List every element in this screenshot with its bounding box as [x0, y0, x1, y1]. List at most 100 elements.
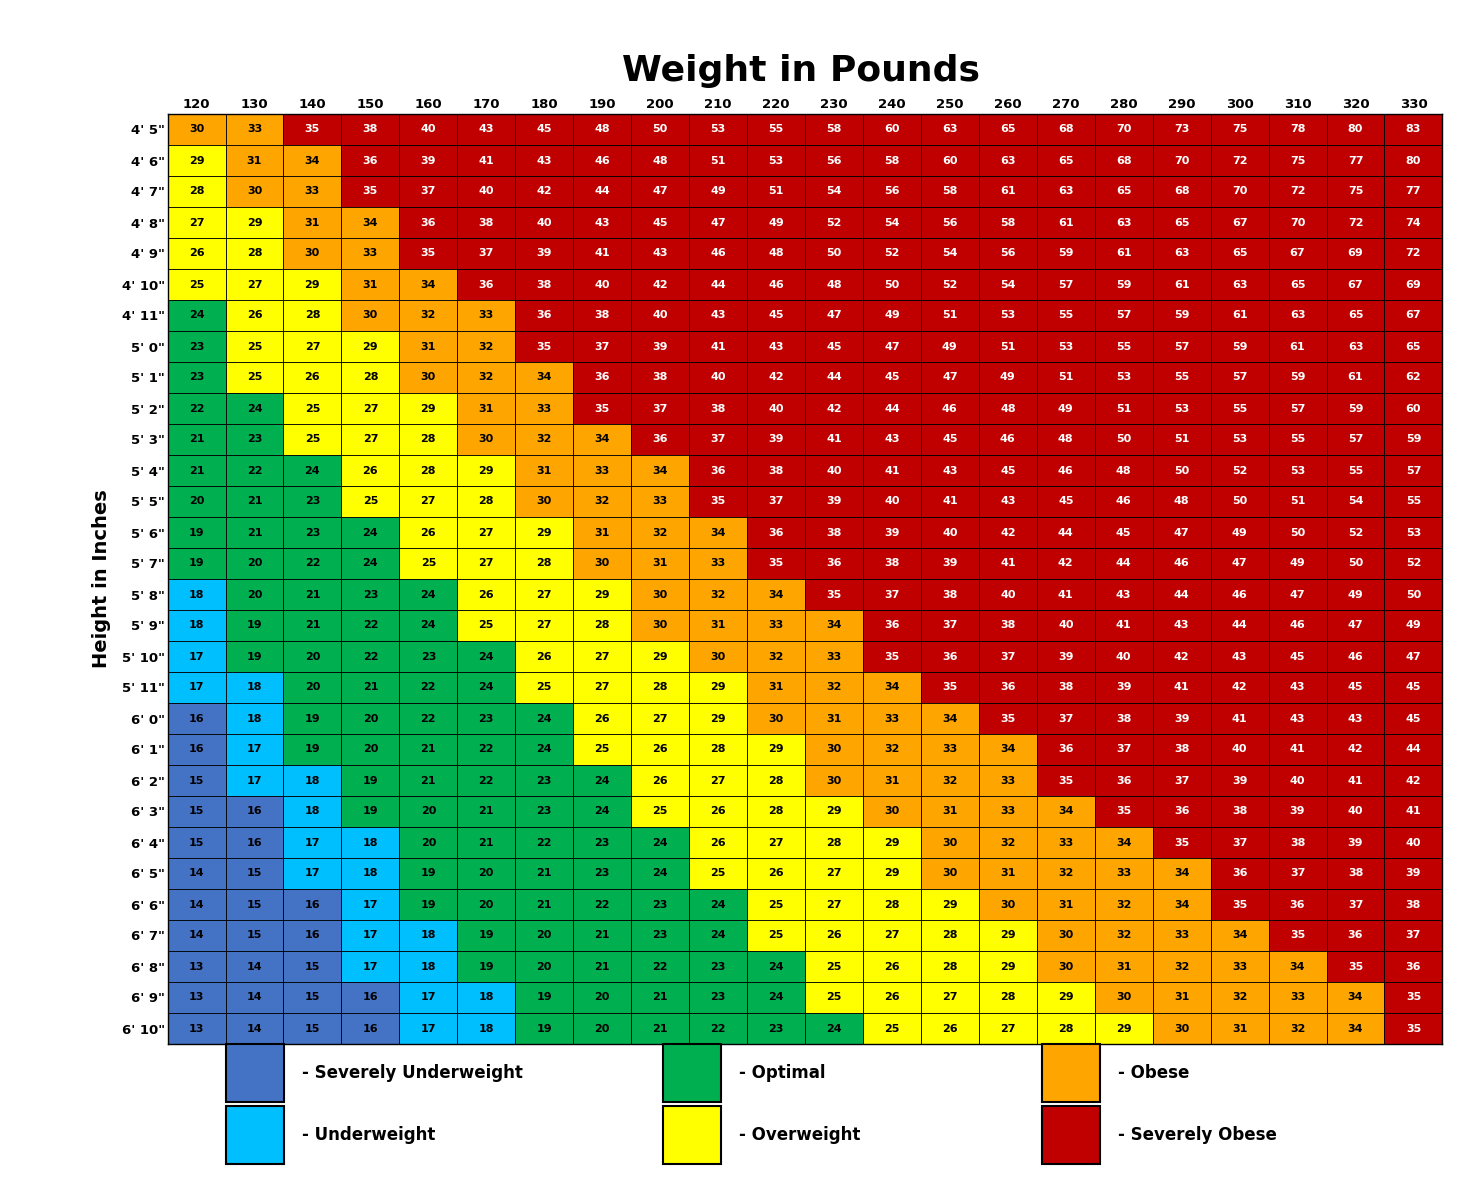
Bar — [284, 300, 341, 331]
Bar — [747, 486, 804, 517]
Bar — [573, 424, 631, 455]
Bar — [226, 486, 284, 517]
Text: 26: 26 — [363, 466, 379, 475]
Bar — [863, 1013, 921, 1044]
Text: 20: 20 — [363, 744, 377, 755]
Bar — [399, 734, 457, 766]
Text: 36: 36 — [478, 280, 494, 289]
Bar — [1152, 176, 1211, 206]
Text: 50: 50 — [1289, 528, 1305, 538]
Text: 31: 31 — [653, 558, 667, 569]
Bar — [1326, 766, 1384, 796]
Text: 20: 20 — [305, 683, 321, 692]
Text: 52: 52 — [1233, 466, 1247, 475]
Text: 34: 34 — [594, 434, 610, 444]
Text: 65: 65 — [1289, 280, 1305, 289]
Text: 22: 22 — [478, 775, 494, 786]
Bar — [1326, 889, 1384, 920]
Bar — [457, 176, 516, 206]
Text: 30: 30 — [536, 497, 552, 506]
Bar — [979, 703, 1037, 734]
Text: 22: 22 — [421, 683, 436, 692]
Bar — [341, 920, 399, 950]
Text: 18: 18 — [421, 930, 436, 941]
Bar — [1152, 1013, 1211, 1044]
Text: 54: 54 — [826, 186, 842, 197]
Bar — [516, 486, 573, 517]
Bar — [1094, 734, 1152, 766]
Text: 50: 50 — [1116, 434, 1131, 444]
Bar — [979, 114, 1037, 145]
Text: 34: 34 — [1174, 869, 1189, 878]
Bar — [1384, 920, 1442, 950]
Text: 38: 38 — [943, 589, 957, 600]
Bar — [284, 424, 341, 455]
Text: 50: 50 — [1174, 466, 1189, 475]
Bar — [1269, 672, 1326, 703]
Text: 24: 24 — [768, 992, 784, 1002]
Text: 33: 33 — [594, 466, 610, 475]
Text: 33: 33 — [1000, 806, 1016, 816]
Bar — [1211, 362, 1269, 392]
Text: 57: 57 — [1116, 311, 1132, 320]
Text: 30: 30 — [1000, 900, 1016, 910]
Text: 47: 47 — [653, 186, 667, 197]
Bar — [573, 796, 631, 827]
Bar — [1211, 796, 1269, 827]
Text: 80: 80 — [1406, 156, 1421, 166]
Bar — [399, 796, 457, 827]
Bar — [1269, 1013, 1326, 1044]
Text: 41: 41 — [1289, 744, 1305, 755]
Text: 19: 19 — [478, 930, 494, 941]
Text: 27: 27 — [246, 280, 262, 289]
Text: 27: 27 — [478, 528, 494, 538]
Bar — [399, 672, 457, 703]
Bar — [921, 114, 979, 145]
Text: 51: 51 — [1289, 497, 1305, 506]
Bar — [284, 206, 341, 238]
Bar — [921, 548, 979, 578]
Bar — [747, 114, 804, 145]
Bar — [284, 796, 341, 827]
Bar — [747, 424, 804, 455]
Text: 16: 16 — [363, 1024, 379, 1033]
Text: 45: 45 — [943, 434, 957, 444]
Text: 16: 16 — [305, 930, 321, 941]
Text: 29: 29 — [1058, 992, 1074, 1002]
Bar — [921, 950, 979, 982]
Text: 56: 56 — [1000, 248, 1016, 258]
Text: 35: 35 — [1116, 806, 1131, 816]
Text: 59: 59 — [1231, 342, 1247, 352]
Bar — [284, 734, 341, 766]
Text: 43: 43 — [884, 434, 899, 444]
Text: 59: 59 — [1348, 403, 1364, 414]
Text: 38: 38 — [594, 311, 610, 320]
Bar — [1037, 889, 1094, 920]
Bar — [1326, 578, 1384, 610]
Bar — [341, 610, 399, 641]
Bar — [979, 982, 1037, 1013]
Bar — [979, 455, 1037, 486]
Text: 25: 25 — [884, 1024, 899, 1033]
Bar — [631, 300, 689, 331]
Text: 63: 63 — [1058, 186, 1074, 197]
Text: 30: 30 — [1058, 930, 1074, 941]
Bar — [1211, 424, 1269, 455]
Text: 67: 67 — [1289, 248, 1305, 258]
Bar — [804, 424, 863, 455]
Bar — [804, 672, 863, 703]
Text: 22: 22 — [594, 900, 610, 910]
Text: 32: 32 — [884, 744, 899, 755]
Bar — [804, 858, 863, 889]
Bar — [1037, 950, 1094, 982]
Bar — [284, 858, 341, 889]
Bar — [689, 145, 747, 176]
Text: 39: 39 — [1174, 714, 1189, 724]
Bar — [226, 578, 284, 610]
Text: 46: 46 — [710, 248, 726, 258]
Bar — [284, 145, 341, 176]
Bar — [1269, 362, 1326, 392]
Bar — [804, 982, 863, 1013]
Bar — [921, 610, 979, 641]
Text: 31: 31 — [826, 714, 842, 724]
